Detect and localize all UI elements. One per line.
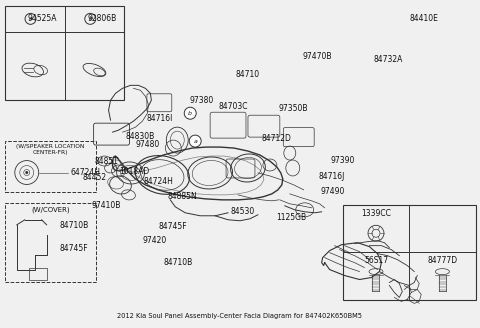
Text: 1339CC: 1339CC [361, 209, 391, 218]
Text: 84851: 84851 [94, 157, 118, 166]
Text: b: b [188, 111, 192, 116]
Text: 84703C: 84703C [218, 102, 248, 111]
Text: 97410B: 97410B [92, 201, 121, 210]
Text: 56S17: 56S17 [364, 256, 388, 265]
Text: b: b [88, 16, 92, 21]
Bar [5, 141, 96, 192]
Text: 1125GB: 1125GB [276, 214, 306, 222]
Text: 1018AD: 1018AD [120, 167, 150, 176]
Text: 97420: 97420 [142, 236, 166, 245]
Text: (W/SPEAKER LOCATION
CENTER-FR): (W/SPEAKER LOCATION CENTER-FR) [16, 144, 84, 155]
Text: 84452: 84452 [82, 173, 107, 182]
Circle shape [189, 135, 201, 147]
Text: a: a [29, 16, 33, 21]
Text: 84885N: 84885N [168, 192, 197, 200]
Text: 97380: 97380 [190, 96, 214, 105]
Text: 94525A: 94525A [28, 14, 57, 23]
Text: 92806B: 92806B [88, 14, 117, 23]
Text: 84716I: 84716I [147, 114, 173, 123]
Text: (W/COVER): (W/COVER) [31, 206, 70, 213]
Text: 84712D: 84712D [262, 134, 291, 143]
Text: 84410E: 84410E [409, 14, 439, 23]
Text: 84530: 84530 [230, 207, 255, 216]
Circle shape [25, 171, 28, 174]
Bar [29, 268, 47, 279]
Text: 97390: 97390 [331, 156, 355, 165]
Text: 84724H: 84724H [144, 177, 173, 186]
Text: 84710: 84710 [235, 70, 259, 79]
Circle shape [184, 107, 196, 119]
Text: 2012 Kia Soul Panel Assembly-Center Facia Diagram for 847402K650BM5: 2012 Kia Soul Panel Assembly-Center Faci… [118, 313, 362, 319]
Text: 84732A: 84732A [374, 55, 403, 64]
Text: 84716J: 84716J [319, 172, 345, 181]
Text: 97350B: 97350B [278, 104, 308, 113]
Bar [5, 203, 96, 281]
Bar [5, 6, 124, 100]
Text: 97480: 97480 [136, 140, 160, 149]
Text: 84745F: 84745F [159, 221, 187, 231]
Text: 64724H: 64724H [71, 168, 101, 177]
Text: 84745F: 84745F [60, 244, 88, 253]
Bar [343, 205, 476, 299]
Text: 84710B: 84710B [164, 258, 193, 267]
Text: 84710B: 84710B [60, 221, 89, 230]
Text: 84830B: 84830B [125, 133, 155, 141]
Text: 97470B: 97470B [302, 52, 332, 61]
Text: 97490: 97490 [320, 187, 345, 196]
Text: a: a [193, 139, 197, 144]
Text: 84777D: 84777D [427, 256, 457, 265]
